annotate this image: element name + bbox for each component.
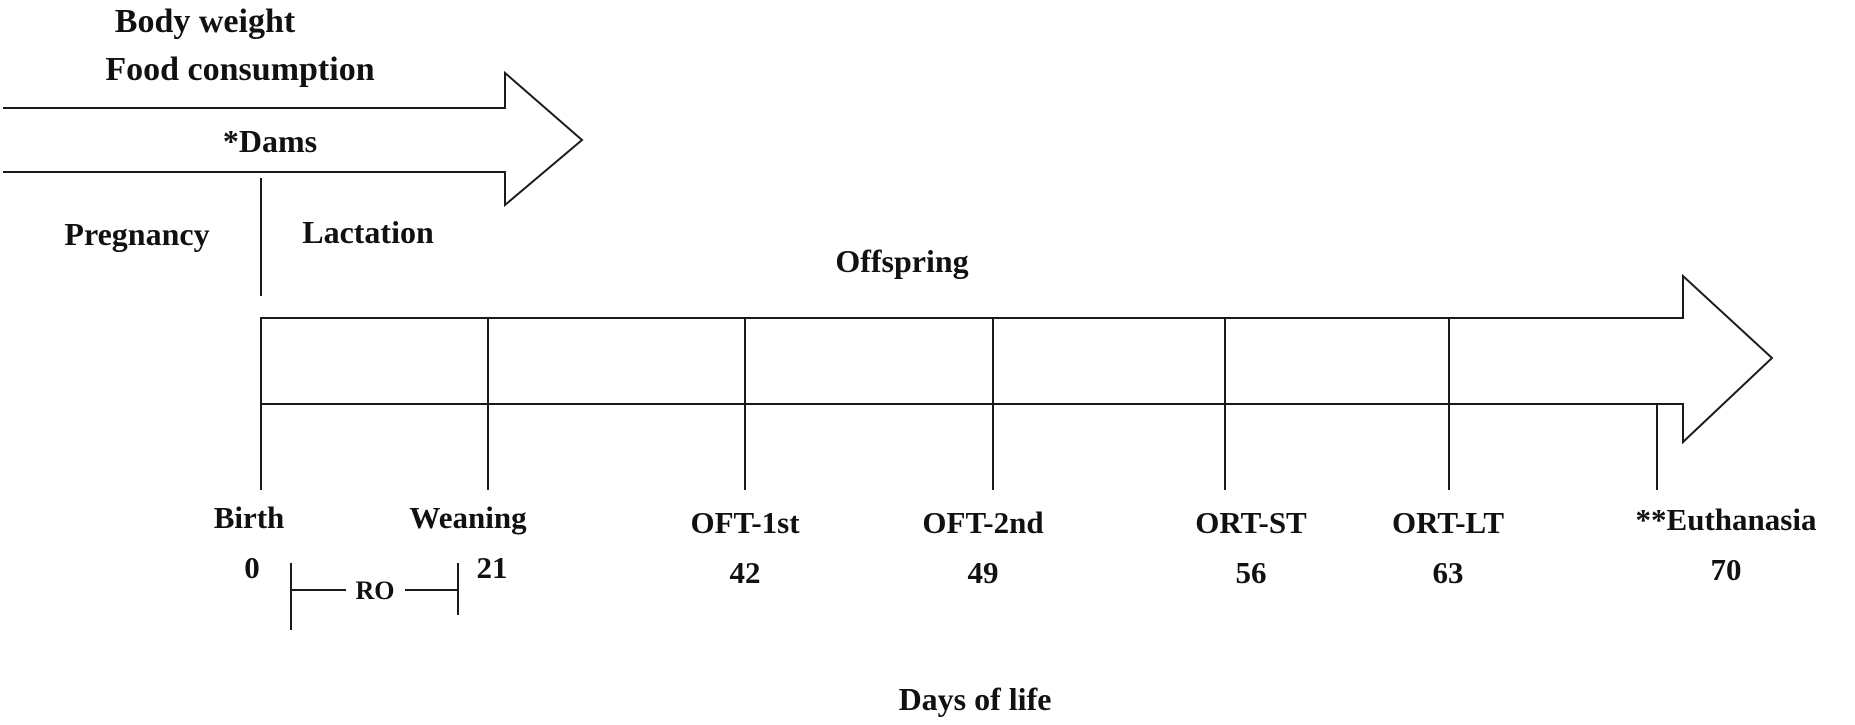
phase-pregnancy: Pregnancy	[64, 216, 209, 252]
phase-lactation: Lactation	[302, 214, 434, 250]
event-label-ort-lt: ORT-LT	[1392, 505, 1504, 540]
ro-label: RO	[356, 576, 395, 605]
event-day-oft-2nd: 49	[968, 555, 999, 590]
offspring-label: Offspring	[835, 243, 968, 279]
event-label-oft-2nd: OFT-2nd	[922, 505, 1043, 540]
event-day-weaning: 21	[477, 550, 508, 585]
event-label-euthanasia: **Euthanasia	[1636, 502, 1817, 537]
event-days: 0 21 42 49 56 63 70	[244, 550, 1741, 590]
offspring-arrow	[260, 273, 1774, 445]
ro-bracket: RO	[290, 563, 459, 630]
event-ticks	[260, 318, 1658, 490]
event-label-birth: Birth	[214, 500, 285, 535]
event-labels: Birth Weaning OFT-1st OFT-2nd ORT-ST ORT…	[214, 500, 1817, 540]
dams-arrow-label: *Dams	[223, 123, 317, 159]
event-day-oft-1st: 42	[730, 555, 761, 590]
event-label-ort-st: ORT-ST	[1195, 505, 1307, 540]
dams-measure-body-weight: Body weight	[115, 3, 296, 40]
event-day-euthanasia: 70	[1711, 552, 1742, 587]
event-label-oft-1st: OFT-1st	[690, 505, 800, 540]
event-day-ort-lt: 63	[1433, 555, 1464, 590]
dams-measure-food-consumption: Food consumption	[105, 51, 374, 88]
axis-label-days-of-life: Days of life	[899, 681, 1052, 717]
dams-arrow	[3, 70, 584, 208]
event-label-weaning: Weaning	[409, 500, 527, 535]
event-day-ort-st: 56	[1236, 555, 1267, 590]
event-day-birth: 0	[244, 550, 260, 585]
